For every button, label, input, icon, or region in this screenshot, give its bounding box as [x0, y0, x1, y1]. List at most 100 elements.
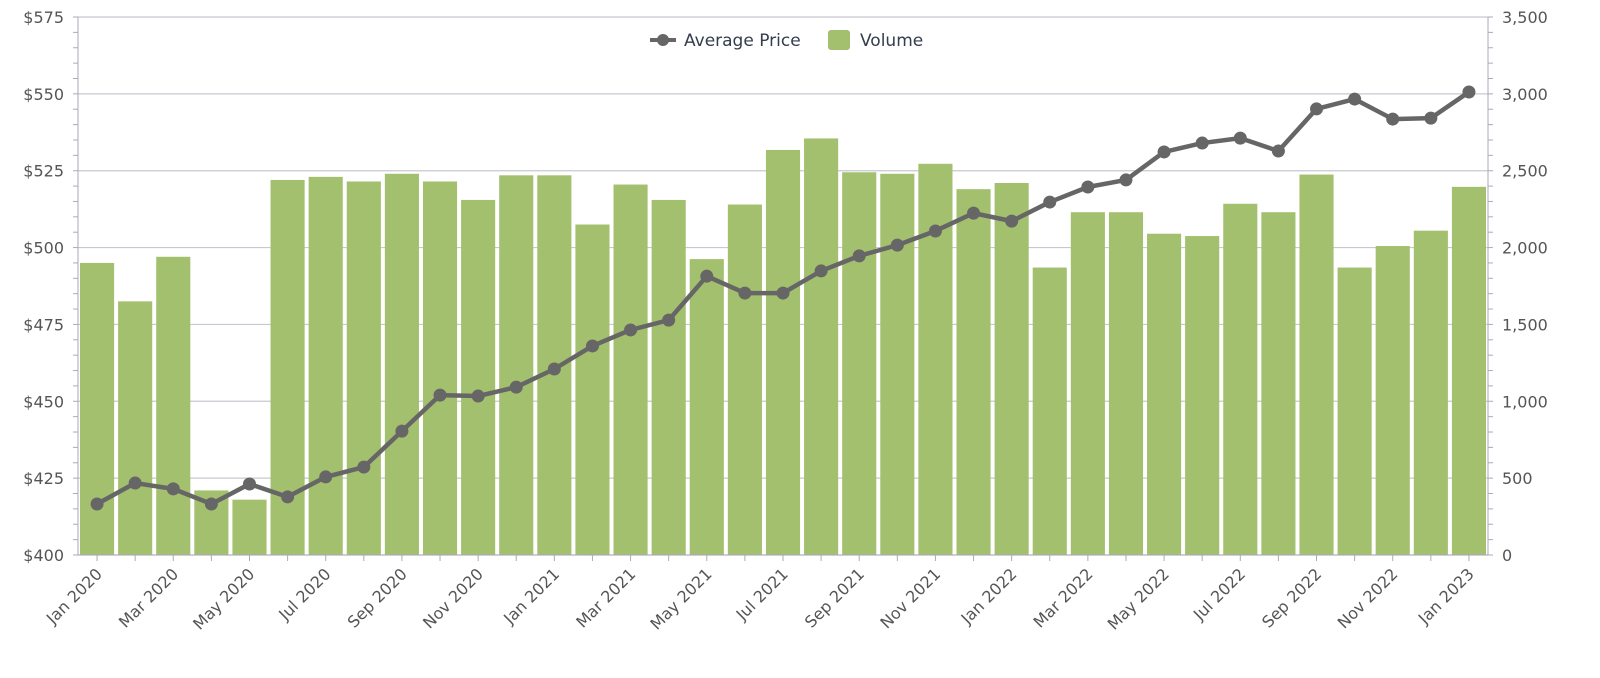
average-price-line — [90, 85, 1476, 511]
volume-bar — [651, 199, 686, 556]
volume-bar — [80, 262, 115, 555]
right-axis-tick-label: 2,000 — [1502, 239, 1548, 258]
x-axis-tick-label: Nov 2022 — [1334, 564, 1402, 632]
volume-bar — [1147, 233, 1182, 556]
marker-legend-icon — [657, 34, 669, 46]
volume-bar — [689, 259, 724, 555]
volume-bar — [422, 181, 458, 555]
volume-bars — [80, 138, 1486, 556]
average-price-point — [1386, 112, 1400, 126]
x-axis-labels: Jan 2020 Mar 2020 May 2020 Jul 2020 Sep 2020… — [42, 564, 1478, 633]
x-axis-tick-label: Jan 2022 — [957, 564, 1021, 628]
volume-bar — [1299, 174, 1334, 556]
x-axis-tick-label: Jan 2020 — [42, 564, 106, 628]
volume-bar — [918, 163, 953, 555]
average-price-point — [852, 249, 866, 263]
average-price-point — [1424, 111, 1438, 125]
volume-bar — [956, 189, 991, 555]
volume-bar — [384, 173, 419, 555]
volume-bar — [1375, 246, 1410, 555]
average-price-point — [281, 490, 295, 504]
left-axis-labels: $400 $425 $450 $475 $500 $525 $550 $575 — [23, 8, 64, 565]
average-price-point — [814, 264, 828, 278]
average-price-point — [204, 497, 218, 511]
volume-bar — [1451, 186, 1486, 555]
volume-bar — [880, 173, 915, 555]
left-axis-tick-label: $450 — [23, 392, 64, 411]
legend[interactable]: Average Price Volume — [650, 30, 923, 51]
volume-bar — [1032, 267, 1067, 555]
bar-legend-icon — [828, 30, 850, 50]
legend-label-average-price: Average Price — [684, 31, 801, 51]
volume-bar — [156, 256, 191, 555]
average-price-point — [585, 339, 599, 353]
volume-bar — [308, 176, 343, 555]
average-price-point — [1157, 145, 1171, 159]
x-axis-tick-label: Nov 2020 — [419, 564, 487, 632]
volume-bar — [1413, 230, 1448, 556]
volume-bar — [346, 181, 381, 555]
average-price-point — [1310, 102, 1324, 116]
x-axis-tick-label: Sep 2021 — [801, 564, 868, 631]
right-axis-tick-label: 1,000 — [1502, 392, 1548, 411]
average-price-point — [90, 497, 104, 511]
average-price-point — [700, 269, 714, 283]
x-axis-tick-label: Jan 2021 — [499, 564, 563, 628]
right-axis-tick-label: 1,500 — [1502, 315, 1548, 334]
average-price-point — [433, 388, 447, 402]
x-axis-tick-label: Mar 2021 — [572, 564, 639, 631]
volume-bar — [727, 204, 762, 555]
average-price-point — [357, 460, 371, 474]
average-price-point — [128, 476, 142, 490]
right-axis-tick-label: 3,000 — [1502, 85, 1548, 104]
average-price-point — [738, 286, 752, 300]
average-price-point — [395, 424, 409, 438]
x-axis-tick-label: Mar 2022 — [1030, 564, 1097, 631]
left-axis-tick-label: $525 — [23, 162, 64, 181]
average-price-point — [1233, 131, 1247, 145]
volume-bar — [765, 149, 801, 555]
average-price-point — [1005, 214, 1019, 228]
left-axis-tick-label: $550 — [23, 85, 64, 104]
average-price-point — [166, 482, 180, 496]
average-price-point — [1119, 173, 1133, 187]
volume-bar — [1223, 203, 1258, 555]
volume-bar — [232, 499, 267, 555]
left-axis-tick-label: $500 — [23, 239, 64, 258]
average-price-point — [547, 362, 561, 376]
left-axis-tick-label: $475 — [23, 315, 64, 334]
legend-item-volume[interactable]: Volume — [828, 30, 923, 51]
average-price-point — [928, 224, 942, 238]
right-axis-tick-label: 500 — [1502, 469, 1533, 488]
average-price-point — [1462, 85, 1476, 99]
average-price-point — [662, 313, 676, 327]
x-axis-tick-label: Jul 2022 — [1189, 564, 1249, 624]
volume-bar — [461, 199, 496, 556]
volume-bar — [1337, 267, 1372, 555]
average-price-point — [509, 380, 523, 394]
left-axis-tick-label: $575 — [23, 8, 64, 27]
average-price-point — [471, 389, 485, 403]
x-axis-tick-label: Jul 2020 — [274, 564, 334, 624]
volume-bar — [118, 301, 153, 555]
average-price-point — [624, 323, 638, 337]
average-price-point — [1043, 195, 1057, 209]
volume-bar — [1261, 212, 1296, 555]
volume-bar — [1070, 212, 1105, 555]
x-axis-tick-label: May 2021 — [646, 564, 715, 633]
average-price-point — [242, 477, 256, 491]
x-axis-tick-label: Sep 2022 — [1258, 564, 1325, 631]
axes — [73, 16, 1493, 561]
legend-item-average-price[interactable]: Average Price — [650, 31, 801, 51]
legend-label-volume: Volume — [860, 31, 923, 51]
volume-bar — [1185, 236, 1220, 556]
average-price-point — [1195, 136, 1209, 150]
average-price-point — [776, 286, 790, 300]
volume-bar — [613, 184, 648, 555]
left-axis-tick-label: $400 — [23, 546, 64, 565]
right-axis-labels: 0 500 1,000 1,500 2,000 2,500 3,000 3,500 — [1502, 8, 1548, 565]
average-price-point — [1271, 144, 1285, 158]
average-price-point — [890, 238, 904, 252]
volume-bar — [804, 138, 839, 556]
volume-bar — [994, 183, 1029, 556]
